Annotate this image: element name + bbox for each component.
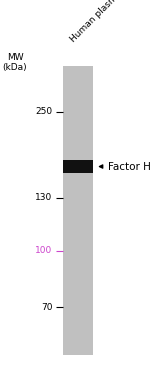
Text: MW
(kDa): MW (kDa) [3, 53, 27, 72]
Bar [63, 160, 93, 173]
Text: 250: 250 [35, 107, 52, 116]
Bar [63, 66, 93, 355]
Text: 100: 100 [35, 246, 52, 255]
Text: 70: 70 [41, 303, 52, 312]
Text: Human plasma: Human plasma [69, 0, 123, 44]
Text: Factor H: Factor H [108, 161, 150, 172]
Text: 130: 130 [35, 193, 52, 202]
